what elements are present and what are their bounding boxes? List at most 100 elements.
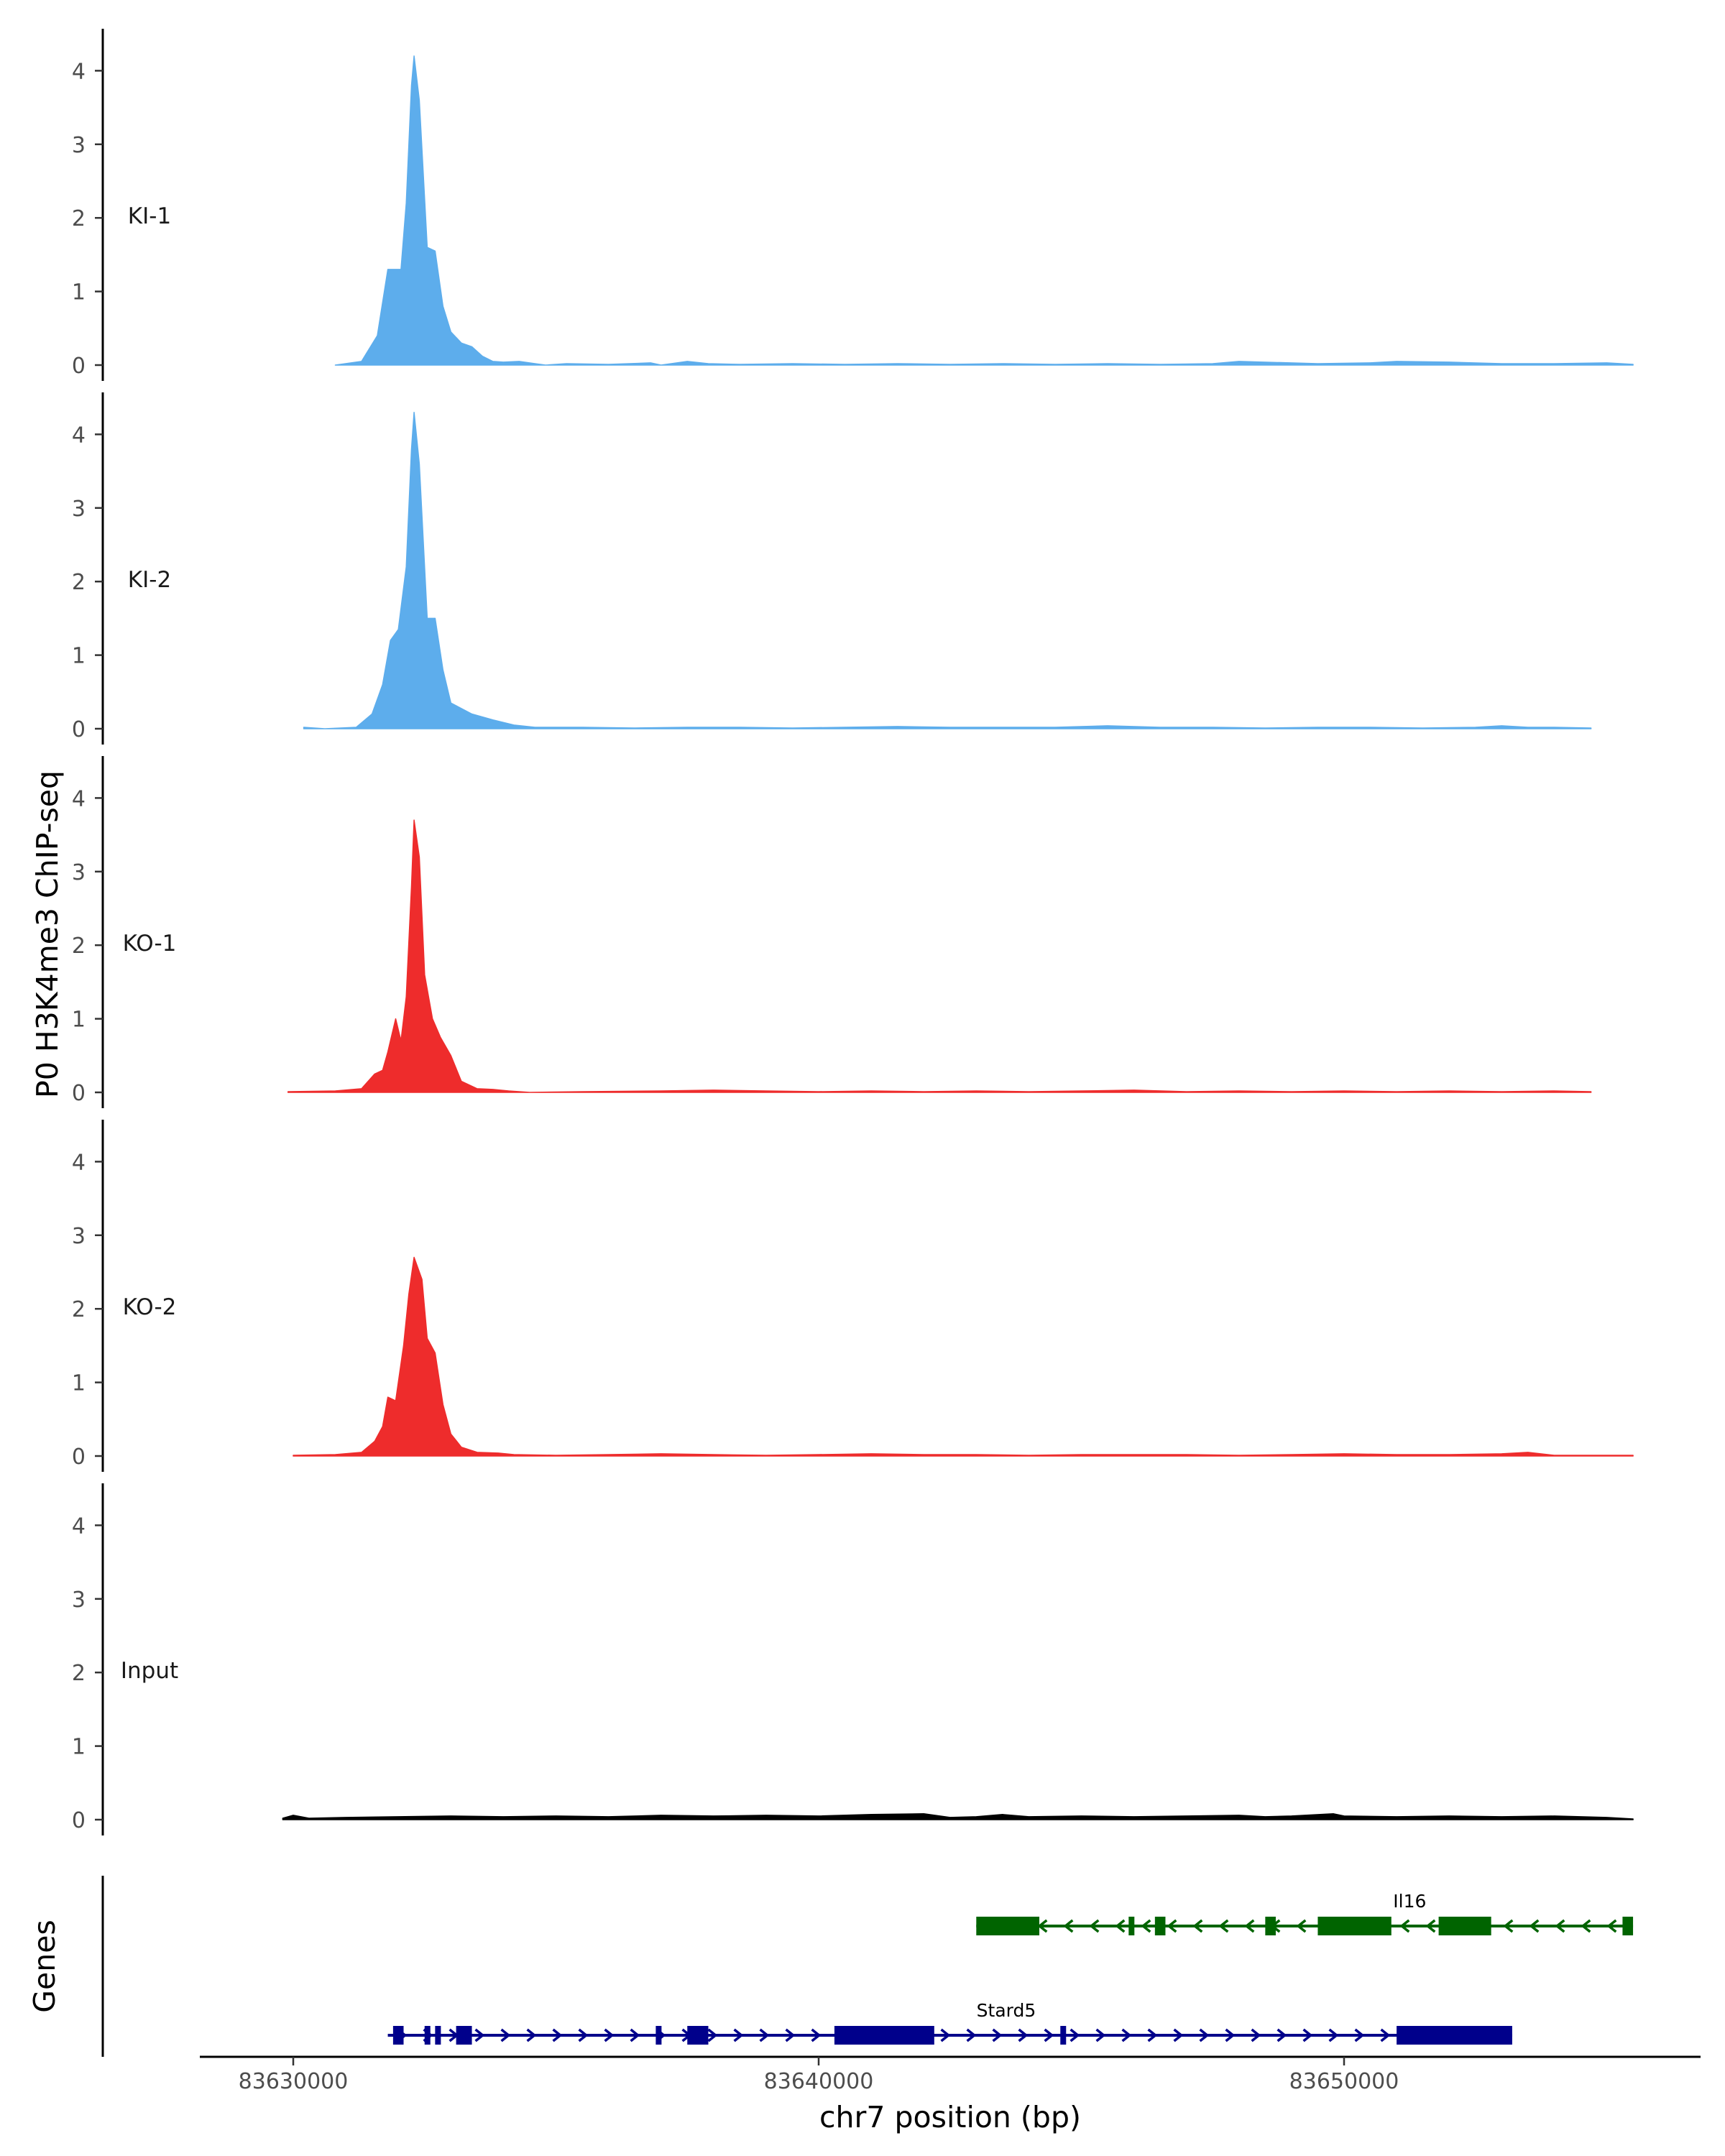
strand-arrow <box>1095 2028 1106 2042</box>
strand-arrow <box>707 2028 718 2042</box>
x-axis-title: chr7 position (bp) <box>819 2100 1081 2134</box>
signal-area <box>303 411 1592 729</box>
x-tick-label: 83650000 <box>1289 2069 1399 2094</box>
y-tick-label: 0 <box>72 354 86 379</box>
strand-arrow <box>1218 1919 1229 1933</box>
strand-arrow <box>1089 1919 1100 1933</box>
track-label: KO-1 <box>123 931 177 957</box>
y-tick-label: 2 <box>72 570 86 595</box>
y-tick-label: 2 <box>72 206 86 231</box>
x-tick-label: 83630000 <box>239 2069 349 2094</box>
strand-arrow <box>1296 1919 1307 1933</box>
strand-arrow <box>1399 1919 1410 1933</box>
y-tick-label: 4 <box>72 59 86 84</box>
y-tick-label: 0 <box>72 717 86 742</box>
track-ko-2: 0 1 2 3 4 KO-2 <box>72 1120 1634 1472</box>
y-tick-label: 1 <box>72 1371 86 1396</box>
strand-arrow <box>578 2028 589 2042</box>
x-axis: 83630000 83640000 83650000 <box>200 2055 1701 2094</box>
gene-exon <box>1622 1917 1634 1935</box>
track-label: KI-2 <box>128 567 171 593</box>
strand-arrow <box>1425 1919 1436 1933</box>
strand-arrow <box>1063 1919 1074 1933</box>
strand-arrow <box>1192 1919 1203 1933</box>
strand-arrow <box>1199 2028 1210 2042</box>
gene-exon <box>834 2026 934 2045</box>
strand-arrow <box>1121 2028 1132 2042</box>
y-tick-label: 1 <box>72 280 86 305</box>
y-tick-label: 4 <box>72 423 86 448</box>
y-tick-label: 3 <box>72 497 86 522</box>
strand-arrow <box>1173 2028 1184 2042</box>
tracks-layer: 0 1 2 3 4 KI-1 0 1 2 3 4 KI-2 0 1 2 3 4 KO-1 0 1 2 3 4 KO-2 0 1 2 3… <box>72 29 1634 1835</box>
gene-label: Il16 <box>1393 1891 1426 1912</box>
genes-panel-label: Genes <box>27 1920 62 2013</box>
gene-exon <box>976 1917 1040 1935</box>
y-tick-label: 4 <box>72 786 86 811</box>
y-tick-label: 3 <box>72 860 86 885</box>
signal-area <box>293 1256 1634 1457</box>
gene-exon <box>1060 2026 1067 2045</box>
gene-exon <box>1397 2026 1512 2045</box>
strand-arrow <box>604 2028 615 2042</box>
strand-arrow <box>1503 1919 1514 1933</box>
track-label: KO-2 <box>123 1294 177 1320</box>
gene-exon <box>456 2026 472 2045</box>
strand-arrow <box>1328 2028 1339 2042</box>
gene-exon <box>656 2026 662 2045</box>
gene-exon <box>1154 1917 1166 1935</box>
signal-area <box>287 819 1592 1093</box>
strand-arrow <box>1044 2028 1054 2042</box>
strand-arrow <box>1606 1919 1617 1933</box>
strand-arrow <box>992 2028 1003 2042</box>
y-tick-label: 0 <box>72 1808 86 1833</box>
strand-arrow <box>1529 1919 1540 1933</box>
strand-arrow <box>733 2028 744 2042</box>
y-tick-label: 1 <box>72 644 86 669</box>
strand-arrow <box>1018 2028 1029 2042</box>
track-label: Input <box>121 1658 178 1684</box>
gene-stard5: Stard5 <box>387 2000 1512 2045</box>
y-tick-label: 0 <box>72 1081 86 1106</box>
strand-arrow <box>1115 1919 1126 1933</box>
y-tick-label: 3 <box>72 133 86 158</box>
track-ki-1: 0 1 2 3 4 KI-1 <box>72 29 1634 381</box>
y-tick-label: 2 <box>72 1297 86 1322</box>
strand-arrow <box>1581 1919 1591 1933</box>
gene-il16: Il16 <box>976 1891 1634 1935</box>
strand-arrow <box>966 2028 977 2042</box>
y-tick-label: 0 <box>72 1445 86 1470</box>
y-tick-label: 4 <box>72 1514 86 1539</box>
gene-label: Stard5 <box>977 2000 1036 2021</box>
strand-arrow <box>1147 2028 1158 2042</box>
strand-arrow <box>1302 2028 1313 2042</box>
strand-arrow <box>1251 2028 1261 2042</box>
strand-arrow <box>1244 1919 1255 1933</box>
strand-arrow <box>759 2028 770 2042</box>
gene-exon <box>392 2026 404 2045</box>
strand-arrow <box>1037 1919 1048 1933</box>
gene-exon <box>1265 1917 1276 1935</box>
signal-area <box>334 55 1634 366</box>
y-tick-label: 2 <box>72 934 86 959</box>
y-axis-title: P0 H3K4me3 ChIP-seq <box>30 770 65 1098</box>
gene-exon <box>687 2026 709 2045</box>
x-tick-label: 83640000 <box>764 2069 874 2094</box>
strand-arrow <box>526 2028 537 2042</box>
y-tick-label: 2 <box>72 1661 86 1686</box>
strand-arrow <box>1167 1919 1177 1933</box>
signal-area <box>282 1813 1634 1820</box>
gene-exon <box>1128 1917 1135 1935</box>
strand-arrow <box>1141 1919 1151 1933</box>
track-input: 0 1 2 3 4 Input <box>72 1483 1634 1835</box>
strand-arrow <box>1555 1919 1565 1933</box>
y-tick-label: 3 <box>72 1224 86 1249</box>
strand-arrow <box>1354 2028 1365 2042</box>
gene-exon <box>435 2026 441 2045</box>
genes-layer: Genes Il16 Stard5 <box>27 1876 1634 2057</box>
y-tick-label: 1 <box>72 1008 86 1033</box>
strand-arrow <box>1276 2028 1287 2042</box>
gene-exon <box>1317 1917 1392 1935</box>
strand-arrow <box>785 2028 796 2042</box>
